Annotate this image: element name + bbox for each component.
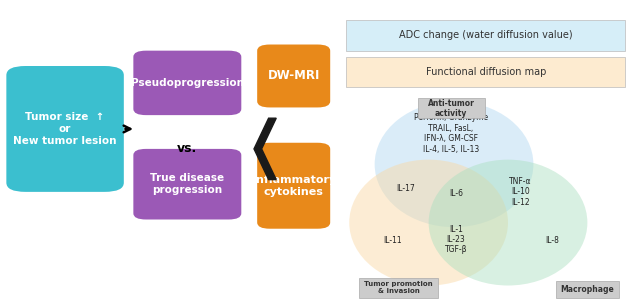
Text: ADC change (water diffusion value): ADC change (water diffusion value)	[399, 30, 573, 40]
Text: Anti-tumor
activity: Anti-tumor activity	[428, 99, 474, 118]
FancyBboxPatch shape	[257, 45, 330, 107]
Text: Functional diffusion map: Functional diffusion map	[425, 67, 546, 77]
FancyBboxPatch shape	[418, 98, 485, 118]
FancyBboxPatch shape	[6, 66, 124, 192]
Text: IL-11: IL-11	[383, 236, 402, 246]
Text: Inflammatory
cytokines: Inflammatory cytokines	[251, 175, 336, 196]
Polygon shape	[254, 118, 276, 180]
Text: Macrophage: Macrophage	[561, 285, 614, 294]
Text: Tumor size  ↑
or
New tumor lesion: Tumor size ↑ or New tumor lesion	[13, 112, 117, 146]
Text: Perforin, Granzyme
TRAIL, FasL,
IFN-λ, GM-CSF
IL-4, IL-5, IL-13: Perforin, Granzyme TRAIL, FasL, IFN-λ, G…	[414, 114, 488, 154]
FancyBboxPatch shape	[133, 149, 241, 220]
Text: True disease
progression: True disease progression	[150, 173, 224, 195]
FancyBboxPatch shape	[556, 281, 619, 298]
Ellipse shape	[375, 101, 533, 227]
Text: IL-1
IL-23
TGF-β: IL-1 IL-23 TGF-β	[444, 224, 467, 255]
Text: Pseudoprogression: Pseudoprogression	[131, 78, 244, 88]
Text: vs.: vs.	[177, 142, 197, 155]
Ellipse shape	[349, 160, 508, 286]
Text: IL-17: IL-17	[396, 184, 415, 193]
Text: TNF-α
IL-10
IL-12: TNF-α IL-10 IL-12	[509, 177, 532, 207]
Text: IL-8: IL-8	[545, 236, 559, 246]
Text: IL-6: IL-6	[449, 189, 463, 198]
Ellipse shape	[429, 160, 587, 286]
FancyBboxPatch shape	[359, 278, 438, 298]
FancyBboxPatch shape	[346, 57, 625, 87]
Text: DW-MRI: DW-MRI	[267, 69, 320, 83]
Text: Tumor promotion
& invasion: Tumor promotion & invasion	[364, 281, 433, 294]
FancyBboxPatch shape	[133, 51, 241, 115]
FancyBboxPatch shape	[257, 143, 330, 229]
FancyBboxPatch shape	[346, 20, 625, 51]
